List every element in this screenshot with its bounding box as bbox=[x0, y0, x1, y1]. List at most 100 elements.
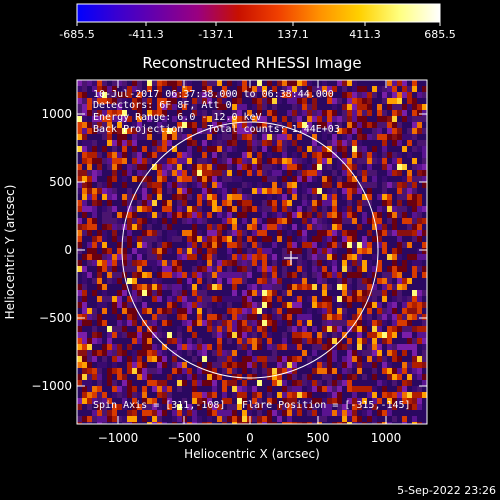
heatmap-pixel bbox=[407, 206, 412, 212]
heatmap-pixel bbox=[252, 302, 257, 308]
heatmap-pixel bbox=[222, 344, 227, 350]
heatmap-pixel bbox=[212, 110, 217, 116]
heatmap-pixel bbox=[137, 170, 142, 176]
heatmap-pixel bbox=[317, 290, 322, 296]
heatmap-pixel bbox=[232, 362, 237, 368]
heatmap-pixel bbox=[402, 338, 407, 344]
heatmap-pixel bbox=[182, 146, 187, 152]
heatmap-pixel bbox=[102, 302, 107, 308]
heatmap-pixel bbox=[287, 260, 292, 266]
heatmap-pixel bbox=[302, 212, 307, 218]
heatmap-pixel bbox=[137, 194, 142, 200]
heatmap-pixel bbox=[212, 98, 217, 104]
heatmap-pixel bbox=[252, 278, 257, 284]
heatmap-pixel bbox=[87, 398, 92, 404]
heatmap-pixel bbox=[132, 272, 137, 278]
heatmap-pixel bbox=[107, 194, 112, 200]
heatmap-pixel bbox=[397, 182, 402, 188]
heatmap-pixel bbox=[222, 392, 227, 398]
heatmap-pixel bbox=[282, 350, 287, 356]
heatmap-pixel bbox=[317, 404, 322, 410]
heatmap-pixel bbox=[267, 206, 272, 212]
heatmap-pixel bbox=[362, 146, 367, 152]
heatmap-pixel bbox=[232, 104, 237, 110]
heatmap-pixel bbox=[257, 278, 262, 284]
heatmap-pixel bbox=[192, 410, 197, 416]
heatmap-pixel bbox=[417, 314, 422, 320]
heatmap-pixel bbox=[177, 158, 182, 164]
heatmap-pixel bbox=[172, 182, 177, 188]
heatmap-pixel bbox=[332, 254, 337, 260]
heatmap-pixel bbox=[417, 110, 422, 116]
heatmap-pixel bbox=[237, 386, 242, 392]
heatmap-pixel bbox=[262, 422, 267, 424]
heatmap-pixel bbox=[182, 266, 187, 272]
heatmap-pixel bbox=[127, 140, 132, 146]
heatmap-pixel bbox=[242, 422, 247, 424]
heatmap-pixel bbox=[382, 332, 387, 338]
heatmap-pixel bbox=[357, 338, 362, 344]
heatmap-pixel bbox=[82, 152, 87, 158]
heatmap-pixel bbox=[342, 278, 347, 284]
heatmap-pixel bbox=[82, 272, 87, 278]
heatmap-pixel bbox=[112, 380, 117, 386]
heatmap-pixel bbox=[102, 236, 107, 242]
heatmap-pixel bbox=[407, 218, 412, 224]
heatmap-pixel bbox=[122, 134, 127, 140]
heatmap-pixel bbox=[122, 122, 127, 128]
heatmap-pixel bbox=[102, 266, 107, 272]
heatmap-pixel bbox=[167, 164, 172, 170]
heatmap-pixel bbox=[82, 290, 87, 296]
heatmap-pixel bbox=[132, 332, 137, 338]
heatmap-pixel bbox=[407, 284, 412, 290]
heatmap-pixel bbox=[212, 206, 217, 212]
heatmap-pixel bbox=[417, 182, 422, 188]
heatmap-pixel bbox=[242, 326, 247, 332]
heatmap-pixel bbox=[387, 302, 392, 308]
heatmap-pixel bbox=[222, 164, 227, 170]
heatmap-pixel bbox=[292, 308, 297, 314]
heatmap-pixel bbox=[137, 290, 142, 296]
heatmap-pixel bbox=[127, 116, 132, 122]
heatmap-pixel bbox=[217, 230, 222, 236]
heatmap-pixel bbox=[397, 146, 402, 152]
heatmap-pixel bbox=[157, 98, 162, 104]
heatmap-pixel bbox=[122, 398, 127, 404]
heatmap-pixel bbox=[207, 176, 212, 182]
heatmap-pixel bbox=[187, 110, 192, 116]
heatmap-pixel bbox=[372, 266, 377, 272]
heatmap-pixel bbox=[137, 368, 142, 374]
heatmap-pixel bbox=[222, 194, 227, 200]
heatmap-pixel bbox=[77, 128, 82, 134]
heatmap-pixel bbox=[162, 182, 167, 188]
heatmap-pixel bbox=[197, 170, 202, 176]
heatmap-pixel bbox=[142, 362, 147, 368]
heatmap-pixel bbox=[117, 368, 122, 374]
heatmap-pixel bbox=[402, 200, 407, 206]
heatmap-pixel bbox=[397, 224, 402, 230]
heatmap-pixel bbox=[172, 146, 177, 152]
heatmap-pixel bbox=[297, 344, 302, 350]
heatmap-pixel bbox=[412, 212, 417, 218]
heatmap-pixel bbox=[277, 110, 282, 116]
heatmap-pixel bbox=[267, 146, 272, 152]
heatmap-pixel bbox=[257, 302, 262, 308]
heatmap-pixel bbox=[297, 170, 302, 176]
heatmap-pixel bbox=[167, 98, 172, 104]
heatmap-pixel bbox=[342, 314, 347, 320]
heatmap-pixel bbox=[277, 398, 282, 404]
heatmap-pixel bbox=[317, 356, 322, 362]
heatmap-pixel bbox=[182, 164, 187, 170]
heatmap-pixel bbox=[307, 206, 312, 212]
heatmap-pixel bbox=[307, 158, 312, 164]
heatmap-pixel bbox=[267, 362, 272, 368]
heatmap-pixel bbox=[322, 380, 327, 386]
heatmap-pixel bbox=[192, 332, 197, 338]
heatmap-pixel bbox=[287, 404, 292, 410]
heatmap-pixel bbox=[232, 308, 237, 314]
heatmap-pixel bbox=[187, 314, 192, 320]
heatmap-pixel bbox=[297, 164, 302, 170]
heatmap-pixel bbox=[132, 296, 137, 302]
heatmap-pixel bbox=[142, 242, 147, 248]
heatmap-pixel bbox=[237, 278, 242, 284]
